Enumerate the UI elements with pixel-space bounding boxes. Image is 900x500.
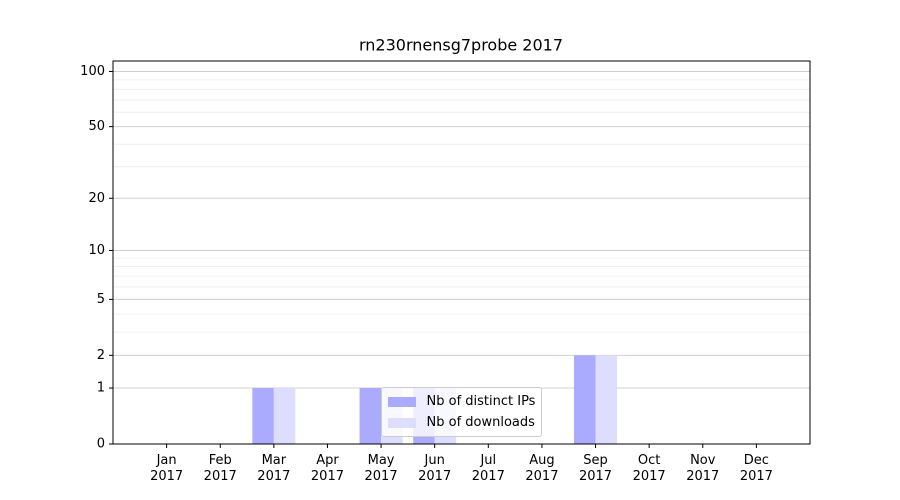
x-tick-label: Oct 2017 xyxy=(632,453,666,484)
legend-entry: Nb of distinct IPs xyxy=(387,391,536,412)
x-tick-label: Jul 2017 xyxy=(471,453,505,484)
bar xyxy=(574,355,596,444)
x-tick-label: Dec 2017 xyxy=(739,453,773,484)
x-tick-label: May 2017 xyxy=(364,453,398,484)
y-tick-label: 10 xyxy=(88,243,105,258)
bar xyxy=(252,388,274,444)
x-tick-label: Feb 2017 xyxy=(203,453,237,484)
y-tick-label: 100 xyxy=(80,64,105,79)
x-tick-label: Nov 2017 xyxy=(686,453,720,484)
bar xyxy=(359,388,382,444)
x-tick-label: Apr 2017 xyxy=(310,453,344,484)
y-tick-label: 50 xyxy=(88,119,105,134)
y-tick-label: 0 xyxy=(97,437,105,452)
x-tick-label: Jun 2017 xyxy=(418,453,452,484)
plot-frame xyxy=(112,60,811,445)
legend-label: Nb of distinct IPs xyxy=(426,394,536,409)
legend-swatch xyxy=(387,417,416,428)
y-tick-label: 20 xyxy=(88,191,105,206)
legend-entry: Nb of downloads xyxy=(387,412,536,433)
legend-label: Nb of downloads xyxy=(426,415,535,430)
y-tick-label: 2 xyxy=(97,348,105,363)
y-tick-label: 1 xyxy=(97,381,105,396)
chart-title: rn230rnensg7probe 2017 xyxy=(359,36,563,55)
y-tick-label: 5 xyxy=(97,292,105,307)
x-tick-label: Jan 2017 xyxy=(150,453,184,484)
legend-swatch xyxy=(387,396,416,407)
bar xyxy=(595,355,618,444)
x-tick-label: Mar 2017 xyxy=(257,453,291,484)
bar xyxy=(273,388,296,444)
legend: Nb of distinct IPs Nb of downloads xyxy=(380,387,543,437)
x-tick-label: Sep 2017 xyxy=(578,453,613,484)
x-tick-label: Aug 2017 xyxy=(525,453,559,484)
